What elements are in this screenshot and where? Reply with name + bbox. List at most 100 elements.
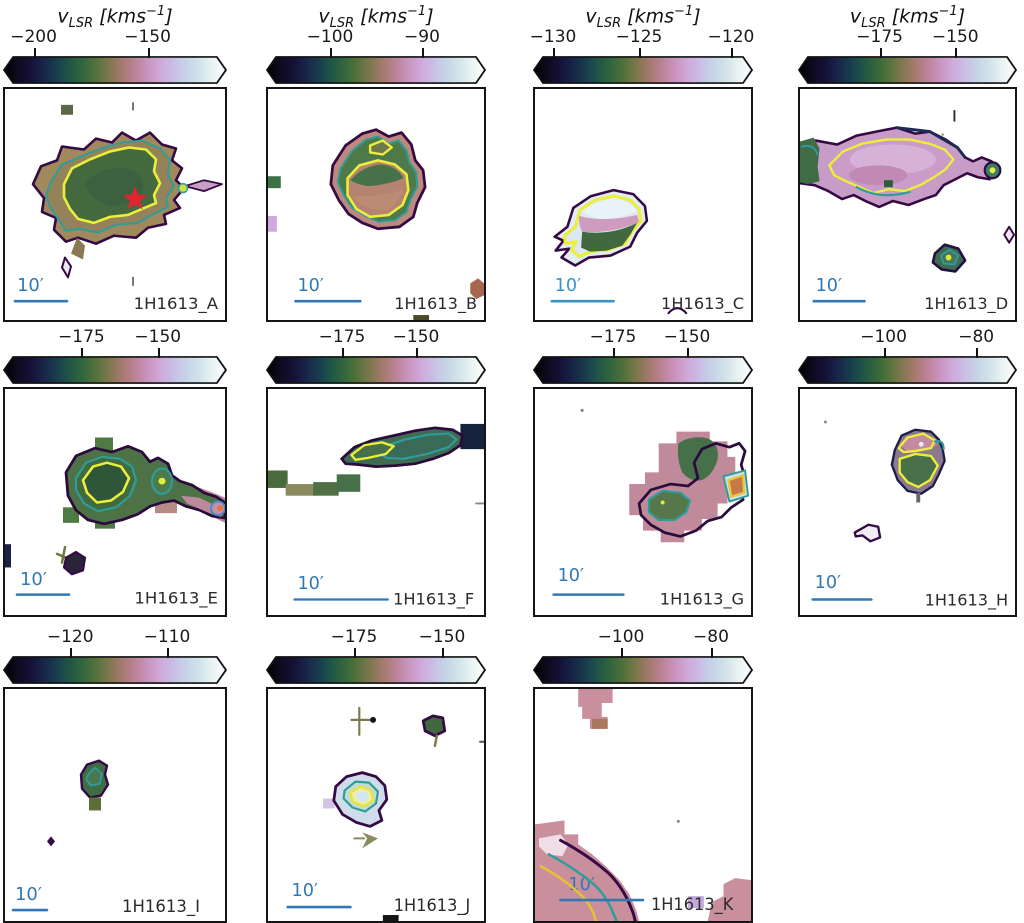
stem bbox=[89, 797, 101, 811]
speck bbox=[61, 104, 73, 115]
panel-1H1613_I: −120 −110 10′ 1H1613_I bbox=[3, 616, 227, 923]
colorbar-ticks: −120 −110 bbox=[3, 627, 227, 658]
colorbar-tick-label: −80 bbox=[958, 327, 995, 347]
south-blob bbox=[62, 550, 87, 576]
colorbar-tick-mark bbox=[612, 348, 615, 358]
colorbar-tick-label: −150 bbox=[418, 627, 466, 647]
contour-yellow bbox=[350, 441, 395, 461]
map-frame: 10′ 1H1613_E bbox=[3, 387, 227, 617]
east-yellow bbox=[727, 474, 746, 498]
colorbar-tick-label: −150 bbox=[124, 27, 171, 47]
check-shape bbox=[853, 523, 882, 543]
lavender-sliver bbox=[322, 798, 335, 809]
left-cap-green bbox=[800, 137, 820, 185]
velocity-map: 10′ 1H1613_J bbox=[286, 706, 484, 921]
scalebar-label: 10′ bbox=[292, 880, 318, 901]
ne-stem bbox=[433, 734, 439, 747]
inner-pink bbox=[848, 165, 908, 186]
contour-yellow bbox=[539, 864, 598, 921]
map-frame: 10′ 1H1613_K bbox=[533, 687, 753, 923]
panel-label: 1H1613_D bbox=[924, 294, 1008, 314]
colorbar-tick-mark bbox=[879, 48, 882, 58]
inner-green bbox=[581, 222, 638, 252]
speck-dot bbox=[823, 420, 827, 424]
scalebar-label: 10′ bbox=[297, 276, 323, 296]
star-marker bbox=[122, 186, 148, 210]
colorbar-tick-mark bbox=[883, 348, 886, 358]
strip-1 bbox=[268, 470, 288, 488]
colorbar-tick-label: −120 bbox=[46, 627, 94, 647]
colorbar-ticks: −130 −125 −120 bbox=[530, 27, 754, 58]
stem bbox=[916, 492, 921, 503]
colorbar-tick-mark bbox=[638, 48, 641, 58]
colorbar-tick-mark bbox=[329, 48, 332, 58]
velocity-map: 10′ 1H1613_F bbox=[268, 423, 484, 609]
colorbar-title: vLSR [kms−1] bbox=[585, 4, 701, 32]
colorbar-title: vLSR [kms−1] bbox=[318, 4, 434, 32]
colorbar-ticks: −200 −150 bbox=[3, 27, 227, 58]
green-notch bbox=[884, 180, 893, 188]
teal-mark bbox=[933, 440, 945, 451]
drop-outline bbox=[61, 256, 72, 279]
contour-yellow-top bbox=[897, 432, 937, 454]
colorbar-ticks: −175 −150 bbox=[798, 27, 1017, 58]
pale-dot bbox=[918, 441, 924, 447]
east-tail bbox=[184, 179, 223, 193]
panel-label: 1H1613_E bbox=[134, 589, 218, 609]
inner-salmon bbox=[352, 189, 404, 211]
colorbar-tick-mark bbox=[687, 348, 689, 358]
panel-label: 1H1613_B bbox=[394, 294, 477, 314]
panel-1H1613_G: −175 −150 10′ 1H1613_G bbox=[533, 322, 753, 617]
panel-1H1613_D: vLSR [kms−1] −175 −150 10′ 1H1613_D bbox=[798, 0, 1017, 322]
east-knob-dot bbox=[989, 167, 996, 174]
panel-label: 1H1613_A bbox=[134, 294, 219, 314]
velocity-map: 10′ 1H1613_A bbox=[13, 102, 223, 314]
scalebar-label: 10′ bbox=[17, 275, 44, 296]
tail-knot bbox=[177, 182, 189, 194]
colorbar-tick-mark bbox=[442, 648, 444, 658]
panel-label: 1H1613_J bbox=[394, 896, 471, 916]
colorbar-tick-mark bbox=[415, 348, 418, 358]
color-scale-bar bbox=[3, 356, 227, 384]
panel-1H1613_C: vLSR [kms−1] −130 −125 −120 10′ 1H1613_C bbox=[530, 0, 754, 322]
contour-teal bbox=[647, 489, 692, 522]
pale-center bbox=[356, 791, 369, 802]
north-pink bbox=[578, 689, 613, 729]
panel-1H1613_F: −175 −150 10′ 1H1613_F bbox=[266, 322, 486, 617]
bottom-notch bbox=[413, 315, 430, 320]
velocity-map: 10′ 1H1613_D bbox=[800, 109, 1015, 314]
se-pink bbox=[707, 878, 751, 921]
map-frame: 10′ 1H1613_I bbox=[3, 687, 227, 923]
map-frame: 10′ 1H1613_B bbox=[266, 87, 486, 322]
diamond bbox=[1003, 225, 1015, 244]
edge-ring-dot bbox=[217, 505, 223, 512]
colorbar-tick-mark bbox=[711, 648, 713, 658]
colorbar-tick-mark bbox=[81, 348, 84, 358]
panel-label: 1H1613_I bbox=[122, 897, 200, 917]
colorbar-ticks: −175 −150 bbox=[533, 327, 753, 358]
map-frame: 10′ 1H1613_D bbox=[798, 87, 1017, 322]
map-frame: 10′ 1H1613_J bbox=[266, 687, 486, 923]
panel-1H1613_E: −175 −150 10′ 1H1613_E bbox=[3, 322, 227, 617]
colorbar-tick-mark bbox=[976, 348, 979, 358]
se-lavender bbox=[688, 896, 704, 909]
scalebar-label: 10′ bbox=[297, 574, 323, 594]
color-scale-bar bbox=[533, 356, 753, 384]
corner-cross bbox=[470, 278, 484, 300]
scalebar-label: 10′ bbox=[558, 566, 584, 586]
panel-1H1613_H: −100 −80 10′ 1H1613_H bbox=[798, 322, 1017, 617]
color-scale-bar bbox=[533, 56, 753, 84]
velocity-map: 10′ 1H1613_B bbox=[268, 128, 484, 320]
speck-dot bbox=[941, 133, 944, 136]
color-scale-bar bbox=[266, 56, 486, 84]
speck-dot bbox=[580, 408, 584, 412]
colorbar-tick-label: −150 bbox=[134, 327, 182, 347]
contour-teal bbox=[855, 186, 911, 197]
colorbar-tick-label: −175 bbox=[589, 327, 637, 347]
colorbar-tick-mark bbox=[147, 48, 150, 58]
left-cap-teal bbox=[800, 144, 819, 156]
colorbar-title: vLSR [kms−1] bbox=[849, 4, 966, 32]
colorbar-tick-label: −175 bbox=[330, 627, 378, 647]
velocity-map: 10′ 1H1613_H bbox=[811, 420, 1008, 610]
map-frame: 10′ 1H1613_C bbox=[533, 87, 753, 322]
